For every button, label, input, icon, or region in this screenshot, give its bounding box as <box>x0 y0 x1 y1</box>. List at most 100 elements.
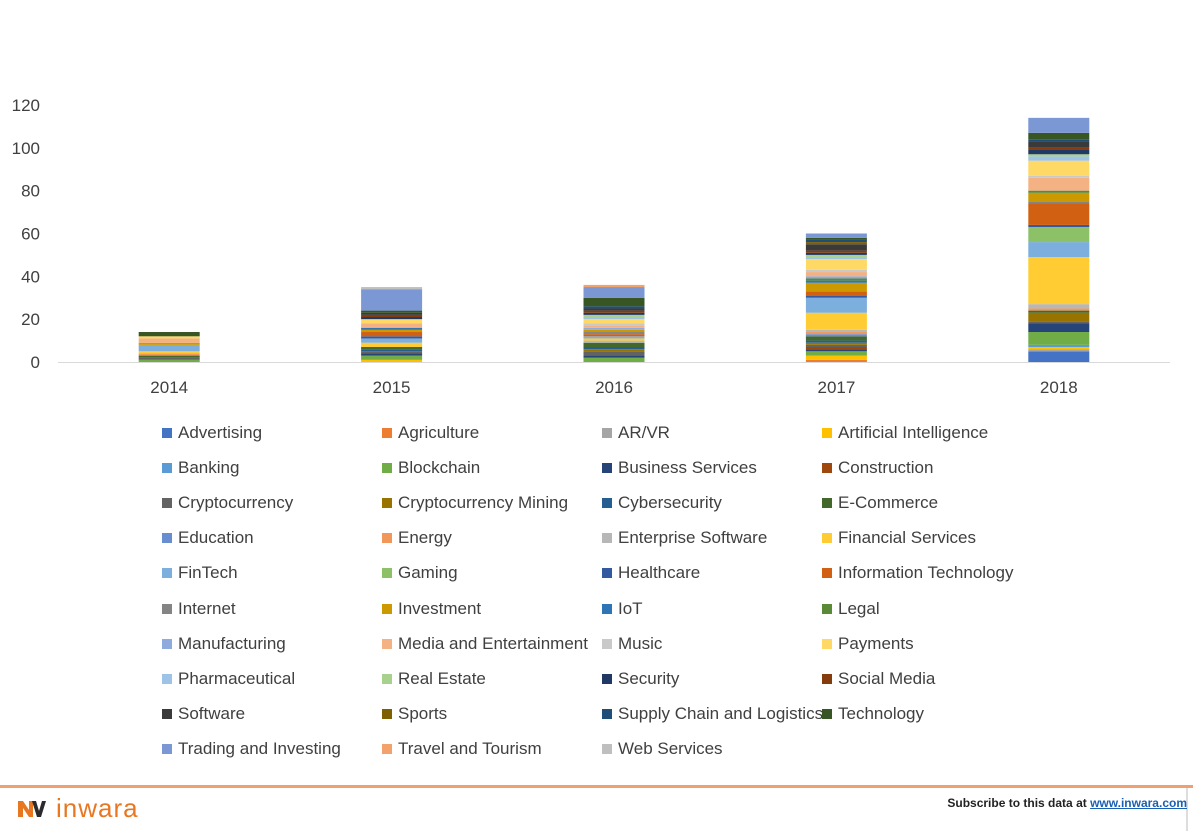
bar-segment <box>583 334 645 337</box>
bar-segment <box>583 351 645 356</box>
bar-segment <box>1028 160 1090 176</box>
bar-segment <box>1028 347 1090 350</box>
legend-label: Construction <box>838 458 934 478</box>
bar-segment <box>805 244 867 251</box>
bar-segment <box>361 359 423 362</box>
legend-swatch <box>382 568 392 579</box>
bar-segment <box>583 332 645 335</box>
footer-edge <box>1186 788 1188 831</box>
legend-label: Investment <box>398 598 482 618</box>
legend-swatch <box>822 568 832 579</box>
subscribe-note: Subscribe to this data at www.inwara.com <box>947 796 1187 810</box>
legend-item: Travel and Tourism <box>382 738 542 760</box>
y-tick-label: 40 <box>21 267 40 286</box>
legend-item: Manufacturing <box>162 633 286 655</box>
legend-item: Artificial Intelligence <box>822 422 988 444</box>
subscribe-link[interactable]: www.inwara.com <box>1090 796 1187 810</box>
bar-segment <box>805 291 867 296</box>
bar-segment <box>805 272 867 277</box>
bar-segment <box>361 338 423 343</box>
legend-label: Web Services <box>618 738 723 758</box>
legend-item: Pharmaceutical <box>162 668 295 690</box>
bar-segment <box>1028 349 1090 352</box>
bar-segment <box>805 259 867 270</box>
legend-item: Information Technology <box>822 562 1013 584</box>
legend-label: Travel and Tourism <box>398 738 542 758</box>
bar-segment <box>138 353 200 356</box>
legend-swatch <box>162 533 172 544</box>
x-axis: 2014 2015 2016 2017 2018 <box>150 378 1077 397</box>
legend-swatch <box>382 533 392 544</box>
inwara-logo[interactable]: inwara <box>16 792 139 824</box>
bar-segment <box>1028 332 1090 345</box>
bar-segment <box>805 269 867 273</box>
legend-label: Music <box>618 633 663 653</box>
bar-segment <box>361 336 423 339</box>
legend-label: Technology <box>838 703 925 723</box>
legend-swatch <box>382 743 392 754</box>
legend-swatch <box>162 498 172 509</box>
bar-segment <box>805 250 867 253</box>
bar-segment <box>1028 141 1090 148</box>
legend-item: IoT <box>602 598 643 620</box>
y-axis: 0 20 40 60 80 100 120 <box>12 96 40 372</box>
legend-item: Payments <box>822 633 914 655</box>
legend-item: Enterprise Software <box>602 527 767 549</box>
legend-item: Technology <box>822 703 924 725</box>
legend-swatch <box>382 428 392 438</box>
bar-segment <box>583 284 645 288</box>
legend-item: Trading and Investing <box>162 738 341 760</box>
legend-swatch <box>602 743 612 754</box>
y-tick-label: 120 <box>12 96 40 115</box>
bar-segment <box>361 310 423 313</box>
bar-segment <box>361 312 423 315</box>
legend-label: Payments <box>838 633 914 653</box>
bar-stacks <box>138 117 1090 362</box>
y-tick-label: 60 <box>21 225 40 244</box>
bar-segment <box>361 351 423 354</box>
legend-item: Financial Services <box>822 527 976 549</box>
bar-segment <box>583 340 645 343</box>
bar-segment <box>805 342 867 345</box>
legend-item: Agriculture <box>382 422 479 444</box>
bar-segment <box>138 359 200 362</box>
bar-segment <box>1028 257 1090 305</box>
bar-segment <box>583 287 645 298</box>
legend-swatch <box>602 603 612 614</box>
legend-label: Real Estate <box>398 668 486 688</box>
legend-swatch <box>382 708 392 719</box>
bar-segment <box>1028 177 1090 191</box>
legend-item: Construction <box>822 457 933 479</box>
bar-segment <box>361 327 423 330</box>
bar-segment <box>805 237 867 240</box>
bar-segment <box>583 297 645 307</box>
legend-item: Sports <box>382 703 447 725</box>
bar-segment <box>583 338 645 341</box>
bar-segment <box>1028 117 1090 133</box>
legend-swatch <box>162 568 172 579</box>
legend-label: Information Technology <box>838 563 1014 583</box>
legend-item: Banking <box>162 457 239 479</box>
bar-segment <box>361 289 423 311</box>
bar-segment <box>1028 190 1090 193</box>
legend-swatch <box>162 743 172 754</box>
bar-segment <box>138 338 200 343</box>
bar-segment <box>361 353 423 356</box>
bar-segment <box>361 347 423 350</box>
legend-item: Education <box>162 527 254 549</box>
bar-segment <box>1028 175 1090 178</box>
bar-segment <box>805 359 867 362</box>
bar-segment <box>1028 344 1090 348</box>
bar-segment <box>361 323 423 328</box>
legend-item: Cybersecurity <box>602 492 722 514</box>
bar-segment <box>805 349 867 352</box>
legend-label: Artificial Intelligence <box>838 423 989 442</box>
legend-label: Banking <box>178 458 240 478</box>
bar-segment <box>583 310 645 313</box>
bar-segment <box>583 306 645 309</box>
bar-segment <box>805 329 867 333</box>
bar-segment <box>1028 351 1090 362</box>
legend-swatch <box>602 708 612 719</box>
legend-item: E-Commerce <box>822 492 938 514</box>
legend-swatch <box>162 673 172 684</box>
